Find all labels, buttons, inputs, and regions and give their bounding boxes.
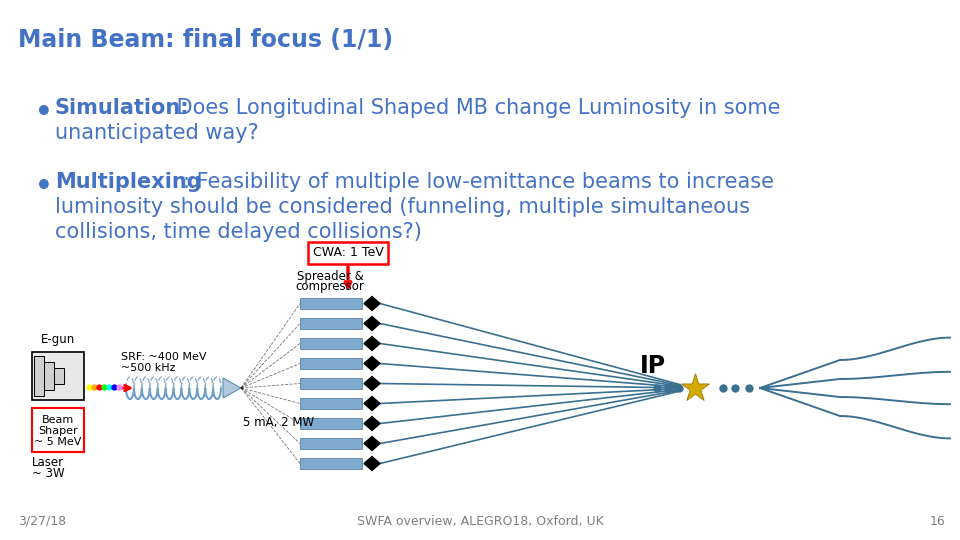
Text: unanticipated way?: unanticipated way?	[55, 123, 259, 143]
Text: SWFA overview, ALEGRO18, Oxford, UK: SWFA overview, ALEGRO18, Oxford, UK	[356, 515, 604, 528]
Polygon shape	[364, 356, 380, 370]
Text: ~ 5 MeV: ~ 5 MeV	[35, 437, 82, 447]
Text: Main Beam: final focus (1/1): Main Beam: final focus (1/1)	[18, 28, 394, 52]
Text: Shaper: Shaper	[38, 426, 78, 436]
Polygon shape	[364, 316, 380, 330]
Text: CWA: 1 TeV: CWA: 1 TeV	[313, 246, 383, 260]
Polygon shape	[364, 336, 380, 350]
Text: ~ 3W: ~ 3W	[32, 467, 64, 480]
Polygon shape	[364, 376, 380, 390]
Text: : Feasibility of multiple low-emittance beams to increase: : Feasibility of multiple low-emittance …	[183, 172, 774, 192]
Bar	[300, 418, 362, 429]
Bar	[300, 398, 362, 409]
Text: 3/27/18: 3/27/18	[18, 515, 66, 528]
Bar	[300, 458, 362, 469]
Bar	[44, 362, 54, 390]
Bar	[300, 358, 362, 369]
Text: luminosity should be considered (funneling, multiple simultaneous: luminosity should be considered (funneli…	[55, 197, 750, 217]
Bar	[32, 408, 84, 452]
Text: E-gun: E-gun	[41, 333, 75, 346]
Bar	[300, 298, 362, 309]
Bar	[34, 356, 44, 396]
Text: •: •	[35, 99, 53, 127]
Text: compressor: compressor	[296, 280, 365, 293]
Text: Does Longitudinal Shaped MB change Luminosity in some: Does Longitudinal Shaped MB change Lumin…	[170, 98, 780, 118]
Polygon shape	[364, 416, 380, 430]
Bar	[308, 242, 388, 264]
Bar	[300, 438, 362, 449]
Text: 5 mA, 2 MW: 5 mA, 2 MW	[243, 416, 314, 429]
Text: collisions, time delayed collisions?): collisions, time delayed collisions?)	[55, 222, 421, 242]
Bar	[32, 352, 84, 400]
Text: 16: 16	[929, 515, 945, 528]
Bar	[300, 318, 362, 329]
Point	[687, 384, 703, 393]
Polygon shape	[364, 456, 380, 470]
Text: IP: IP	[640, 354, 666, 378]
Text: SRF: ~400 MeV: SRF: ~400 MeV	[121, 352, 206, 362]
Bar	[300, 338, 362, 349]
Bar	[300, 378, 362, 389]
Text: •: •	[35, 173, 53, 201]
Text: ~500 kHz: ~500 kHz	[121, 363, 176, 373]
Polygon shape	[364, 396, 380, 410]
Bar	[54, 368, 64, 384]
Text: Simulation:: Simulation:	[55, 98, 190, 118]
Text: Laser: Laser	[32, 456, 64, 469]
Polygon shape	[223, 378, 241, 398]
Polygon shape	[364, 296, 380, 310]
Polygon shape	[364, 436, 380, 450]
Text: Spreader &: Spreader &	[297, 270, 364, 283]
Text: Beam: Beam	[42, 415, 74, 425]
Text: Multiplexing: Multiplexing	[55, 172, 202, 192]
